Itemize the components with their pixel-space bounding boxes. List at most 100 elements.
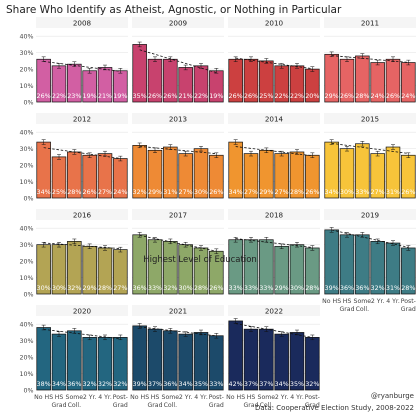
panel-strip (132, 209, 224, 220)
x-tick-label: Grad (401, 306, 416, 313)
y-tick-label: 0% (24, 291, 34, 298)
panel-year-label: 2017 (169, 210, 187, 219)
source-note: Data: Cooperative Election Study, 2008-2… (255, 404, 414, 412)
data-label: 30% (340, 188, 354, 196)
panel-year-label: 2011 (361, 18, 379, 27)
data-label: 26% (209, 284, 223, 292)
data-label: 31% (386, 188, 400, 196)
x-tick-label: Some (354, 298, 372, 305)
data-label: 22% (194, 92, 208, 100)
panel-year-label: 2009 (169, 18, 188, 27)
panel-year-label: 2018 (265, 210, 284, 219)
y-tick-label: 30% (20, 146, 34, 153)
x-tick-label: HS (343, 298, 352, 305)
x-tick-label: HS (151, 394, 160, 401)
panel-strip (324, 209, 416, 220)
credit-handle: @ryanburge (371, 392, 414, 400)
panel-year-label: 2015 (361, 114, 379, 123)
panel-strip (36, 305, 128, 316)
y-tick-label: 20% (20, 354, 34, 361)
x-tick-label: No HS (34, 394, 53, 401)
data-label: 30% (52, 284, 66, 292)
panel-background (36, 124, 128, 198)
data-label: 29% (325, 92, 339, 100)
data-label: 37% (259, 380, 273, 388)
data-label: 21% (179, 92, 193, 100)
panel-year-label: 2019 (361, 210, 380, 219)
data-label: 30% (194, 188, 208, 196)
data-label: 28% (305, 284, 319, 292)
chart-title: Share Who Identify as Atheist, Agnostic,… (6, 4, 342, 16)
data-label: 30% (37, 284, 51, 292)
panel-2017: 2017 36% 33% 32% 30% 28% 26% (132, 209, 224, 295)
x-tick-label: Coll. (68, 402, 82, 409)
panel-strip (228, 113, 320, 124)
data-label: 42% (229, 380, 243, 388)
data-label: 29% (83, 284, 97, 292)
panel-year-label: 2020 (73, 306, 92, 315)
data-label: 33% (355, 188, 369, 196)
x-tick-label: Some (66, 394, 84, 401)
data-label: 25% (52, 188, 66, 196)
x-tick-label: 4 Yr. (194, 394, 208, 401)
y-tick-label: 20% (20, 162, 34, 169)
data-label: 33% (244, 284, 258, 292)
data-label: 34% (179, 380, 193, 388)
y-tick-label: 0% (24, 387, 34, 394)
data-label: 30% (290, 284, 304, 292)
panel-background (132, 220, 224, 294)
data-label: 35% (194, 380, 208, 388)
data-label: 27% (98, 188, 112, 196)
data-label: 28% (194, 284, 208, 292)
y-tick-label: 10% (20, 179, 34, 186)
y-tick-label: 30% (20, 338, 34, 345)
data-label: 26% (148, 92, 162, 100)
data-label: 26% (83, 188, 97, 196)
data-label: 26% (163, 92, 177, 100)
panel-strip (132, 113, 224, 124)
data-label: 36% (340, 284, 354, 292)
panel-strip (36, 17, 128, 28)
panel-year-label: 2014 (265, 114, 284, 123)
data-label: 26% (37, 92, 51, 100)
x-tick-label: 2 Yr. (83, 394, 97, 401)
data-label: 30% (179, 284, 193, 292)
panel-background (324, 28, 416, 102)
data-label: 29% (275, 284, 289, 292)
y-tick-label: 40% (20, 322, 34, 329)
x-tick-label: Some (258, 394, 276, 401)
data-label: 26% (401, 188, 415, 196)
data-label: 37% (244, 380, 258, 388)
panel-strip (132, 17, 224, 28)
data-label: 32% (113, 380, 127, 388)
x-tick-label: Grad (243, 402, 258, 409)
data-label: 24% (401, 92, 415, 100)
data-label: 32% (133, 188, 147, 196)
data-label: 22% (275, 92, 289, 100)
data-label: 19% (113, 92, 127, 100)
data-label: 34% (37, 188, 51, 196)
x-tick-label: Post- (209, 394, 224, 401)
data-label: 36% (163, 380, 177, 388)
data-label: 19% (209, 92, 223, 100)
x-tick-label: No HS (226, 394, 245, 401)
y-tick-label: 0% (24, 195, 34, 202)
panel-strip (228, 17, 320, 28)
x-tick-label: Grad (339, 306, 354, 313)
y-tick-label: 30% (20, 242, 34, 249)
data-label: 38% (37, 380, 51, 388)
y-tick-label: 0% (24, 99, 34, 106)
x-tick-label: Grad (113, 402, 128, 409)
x-tick-label: Grad (51, 402, 66, 409)
panel-background (36, 220, 128, 294)
y-tick-label: 10% (20, 371, 34, 378)
panel-strip (324, 17, 416, 28)
data-label: 35% (290, 380, 304, 388)
data-label: 21% (98, 92, 112, 100)
